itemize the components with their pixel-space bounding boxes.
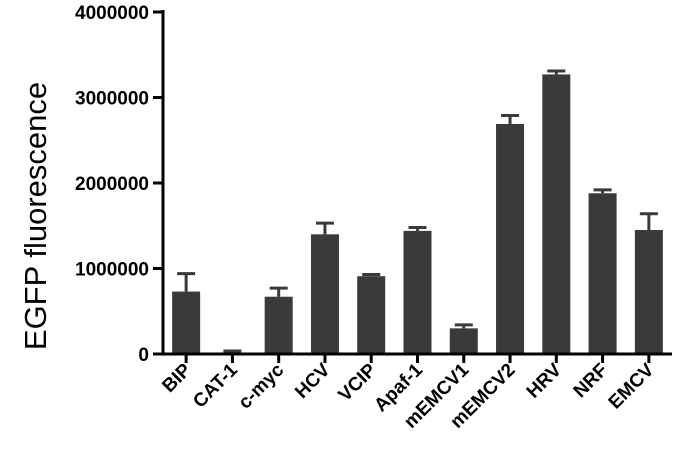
bar-emcv bbox=[634, 230, 663, 354]
bar-memcv2 bbox=[496, 124, 525, 354]
y-tick-label: 4000000 bbox=[75, 3, 149, 24]
x-category-label: CAT-1 bbox=[189, 359, 242, 412]
bars-group bbox=[172, 74, 663, 354]
x-category-label: BIP bbox=[158, 359, 195, 396]
y-axis-title: EGFP fluorescence bbox=[18, 82, 53, 350]
y-ticks-group: 0 1000000 2000000 3000000 4000000 bbox=[75, 3, 163, 366]
x-category-label: HCV bbox=[291, 359, 334, 402]
bar-c-myc bbox=[264, 296, 293, 354]
x-category-label: c-myc bbox=[235, 359, 289, 413]
bar-vcip bbox=[357, 276, 386, 354]
y-tick-label: 0 bbox=[138, 345, 149, 366]
bar-apaf-1 bbox=[403, 230, 432, 354]
bar-memcv1 bbox=[449, 328, 478, 354]
x-category-label: EMCV bbox=[605, 359, 659, 413]
y-tick-label: 1000000 bbox=[75, 260, 149, 281]
bar-bip bbox=[172, 291, 201, 354]
y-tick-label: 2000000 bbox=[75, 174, 149, 195]
x-category-label: NRF bbox=[570, 360, 612, 402]
y-tick-label: 3000000 bbox=[75, 89, 149, 110]
bar-hrv bbox=[542, 74, 571, 354]
bar-nrf bbox=[588, 193, 617, 354]
error-bars-group bbox=[177, 69, 658, 354]
x-category-label: HRV bbox=[523, 359, 566, 402]
bar-hcv bbox=[310, 234, 339, 354]
